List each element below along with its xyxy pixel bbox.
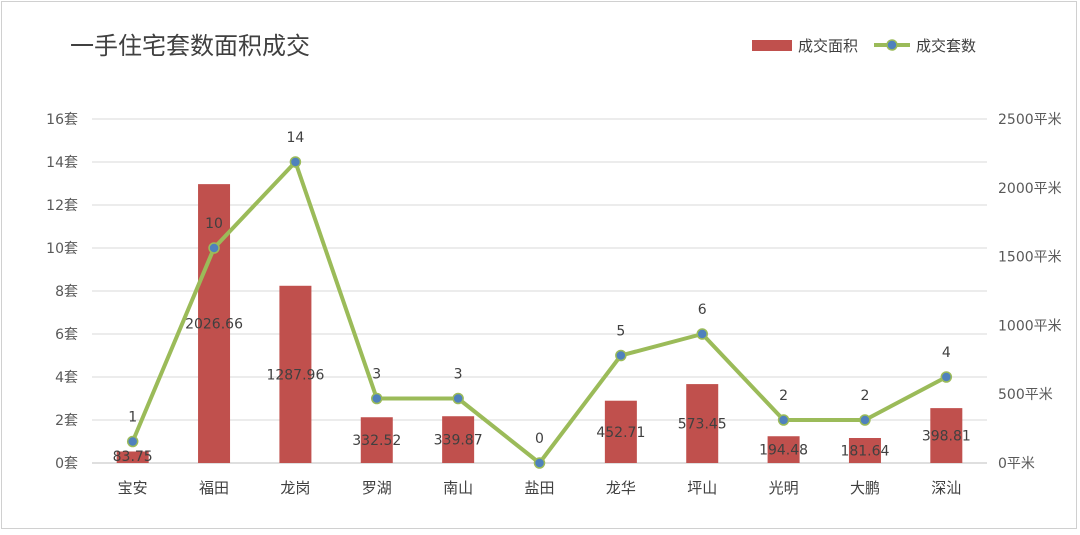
y-left-tick-label: 0套 xyxy=(55,456,78,472)
bar-data-label: 1287.96 xyxy=(266,367,324,383)
x-category-label: 龙华 xyxy=(606,479,636,497)
bar-data-label: 339.87 xyxy=(434,433,483,449)
line-data-label: 2 xyxy=(860,388,869,404)
line-point-罗湖 xyxy=(371,392,383,405)
x-axis-categories: 宝安 福田 龙岗 罗湖 南山 盐田 龙华 坪山 光明 大鹏 深汕 xyxy=(118,479,962,497)
bar-深汕 xyxy=(930,408,963,463)
line-point-龙岗 xyxy=(289,156,302,168)
bar-data-label: 398.81 xyxy=(922,429,971,445)
y-right-tick-label: 2000平米 xyxy=(998,181,1062,197)
bar-龙岗 xyxy=(279,285,312,463)
y-left-tick-label: 14套 xyxy=(46,155,78,171)
x-category-label: 龙岗 xyxy=(280,479,310,497)
y-left-tick-label: 2套 xyxy=(55,413,78,429)
y-right-tick-label: 2500平米 xyxy=(998,112,1062,128)
y-left-tick-label: 8套 xyxy=(55,284,78,300)
y-right-tick-label: 500平米 xyxy=(998,387,1053,403)
y-right-tick-label: 0平米 xyxy=(998,456,1035,472)
y-left-tick-label: 4套 xyxy=(55,370,78,386)
bar-data-label: 452.71 xyxy=(596,425,645,441)
y-axis-left: 0套 2套 4套 6套 8套 10套 12套 14套 16套 xyxy=(46,112,78,472)
bar-罗湖 xyxy=(360,417,393,463)
y-axis-right: 0平米 500平米 1000平米 1500平米 2000平米 2500平米 xyxy=(998,112,1062,472)
legend: 成交面积 成交套数 xyxy=(752,37,976,55)
line-data-label: 10 xyxy=(205,216,223,232)
legend-label-count: 成交套数 xyxy=(916,37,976,55)
line-path xyxy=(130,160,948,465)
y-left-tick-label: 16套 xyxy=(46,112,78,128)
bar-series xyxy=(116,184,963,463)
line-point-龙华 xyxy=(615,349,627,362)
line-data-label: 6 xyxy=(698,302,707,318)
y-right-tick-label: 1000平米 xyxy=(998,318,1062,334)
line-data-label: 4 xyxy=(942,345,951,361)
bar-data-label: 573.45 xyxy=(678,417,727,433)
x-category-label: 罗湖 xyxy=(362,479,392,497)
chart-title: 一手住宅套数面积成交 xyxy=(70,32,310,60)
x-category-label: 宝安 xyxy=(118,479,148,497)
legend-marker-count xyxy=(886,39,898,51)
legend-label-area: 成交面积 xyxy=(798,37,858,55)
line-data-label: 1 xyxy=(128,410,137,426)
line-data-label: 14 xyxy=(286,130,304,146)
line-point-深汕 xyxy=(940,371,953,383)
line-point-福田 xyxy=(208,242,220,254)
line-data-label: 3 xyxy=(454,367,463,383)
bar-龙华 xyxy=(604,400,637,463)
line-point-光明 xyxy=(777,414,790,426)
bar-data-label: 83.75 xyxy=(113,449,153,465)
y-left-tick-label: 12套 xyxy=(46,198,78,214)
line-point-坪山 xyxy=(696,328,708,340)
x-category-label: 大鹏 xyxy=(850,479,880,497)
x-category-label: 南山 xyxy=(443,479,473,497)
line-point-盐田 xyxy=(533,457,546,469)
x-category-label: 福田 xyxy=(199,479,229,497)
bar-光明 xyxy=(767,436,800,463)
x-category-label: 光明 xyxy=(769,479,799,497)
bar-data-label: 181.64 xyxy=(840,444,889,460)
line-data-label: 0 xyxy=(535,431,544,447)
line-point-宝安 xyxy=(126,435,139,448)
bar-福田 xyxy=(198,184,231,463)
y-right-tick-label: 1500平米 xyxy=(998,250,1062,266)
x-category-label: 盐田 xyxy=(524,479,554,497)
gridlines xyxy=(92,118,987,464)
legend-swatch-area xyxy=(752,40,792,51)
y-left-tick-label: 10套 xyxy=(46,241,78,257)
bar-南山 xyxy=(442,416,475,463)
bar-坪山 xyxy=(686,384,719,463)
line-series: 1 10 14 3 3 0 5 6 2 2 4 xyxy=(126,130,953,469)
bar-data-label: 332.52 xyxy=(352,433,401,449)
bar-data-labels: 83.75 2026.66 1287.96 332.52 339.87 452.71 573… xyxy=(113,317,971,465)
x-category-label: 坪山 xyxy=(687,479,717,497)
bar-data-label: 2026.66 xyxy=(185,317,243,333)
bar-大鹏 xyxy=(848,438,881,463)
line-point-南山 xyxy=(452,392,464,405)
bar-宝安 xyxy=(116,451,149,463)
x-category-label: 深汕 xyxy=(931,479,961,497)
line-data-label: 5 xyxy=(616,324,625,340)
bar-data-label: 194.48 xyxy=(759,443,808,459)
line-point-大鹏 xyxy=(859,414,871,426)
y-left-tick-label: 6套 xyxy=(55,327,78,343)
line-data-label: 2 xyxy=(779,388,788,404)
line-data-label: 3 xyxy=(372,367,381,383)
